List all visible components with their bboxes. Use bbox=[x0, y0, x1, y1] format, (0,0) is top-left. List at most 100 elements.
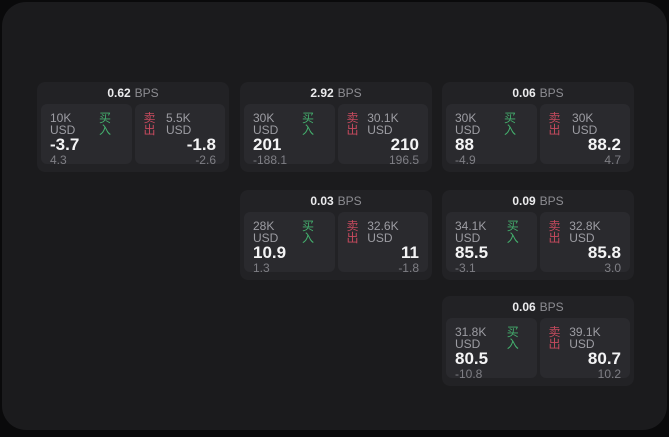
buy-quote-panel[interactable]: 31.8K USD 买入 80.5 -10.8 bbox=[446, 318, 537, 381]
buy-quote-panel[interactable]: 10K USD 买入 -3.7 4.3 bbox=[41, 104, 132, 167]
quote-card-1: 0.62 BPS 10K USD 买入 -3.7 4.3 卖出 5.5K USD… bbox=[37, 82, 229, 172]
sell-side-label: 卖出 bbox=[548, 325, 561, 351]
spread-value: 0.62 bbox=[107, 86, 131, 100]
buy-quote-top-row: 28K USD 买入 bbox=[253, 220, 326, 244]
quote-card-3: 0.06 BPS 30K USD 买入 88 -4.9 卖出 30K USD 8… bbox=[442, 82, 634, 172]
buy-side-label: 买入 bbox=[301, 111, 314, 137]
spread-value: 0.06 bbox=[512, 86, 536, 100]
sell-price-change: -1.8 bbox=[398, 261, 419, 275]
sell-price-change: 196.5 bbox=[388, 153, 419, 167]
spread-value: 0.09 bbox=[512, 194, 536, 208]
buy-quote-top-row: 30K USD 买入 bbox=[455, 112, 528, 136]
quote-body: 30K USD 买入 88 -4.9 卖出 30K USD 88.2 4.7 bbox=[442, 104, 634, 168]
sell-amount: 32.6K USD bbox=[367, 219, 399, 245]
sell-quote-top-row: 卖出 32.6K USD bbox=[347, 220, 420, 244]
sell-amount: 30K USD bbox=[572, 111, 598, 137]
sell-price: 88.2 bbox=[587, 135, 621, 154]
buy-amount: 34.1K USD bbox=[455, 219, 487, 245]
bps-unit-label: BPS bbox=[337, 86, 362, 100]
buy-side-label: 买入 bbox=[503, 111, 516, 137]
sell-quote-panel[interactable]: 卖出 32.8K USD 85.8 3.0 bbox=[539, 212, 630, 275]
buy-price: 201 bbox=[253, 135, 282, 154]
sell-price-change: 4.7 bbox=[604, 153, 621, 167]
spread-value: 0.03 bbox=[310, 194, 334, 208]
sell-amount: 5.5K USD bbox=[166, 111, 192, 137]
buy-price-change: 4.3 bbox=[50, 153, 67, 167]
buy-quote-top-row: 31.8K USD 买入 bbox=[455, 326, 528, 350]
buy-price: 10.9 bbox=[253, 243, 287, 262]
bps-unit-label: BPS bbox=[539, 86, 564, 100]
quote-body: 28K USD 买入 10.9 1.3 卖出 32.6K USD 11 -1.8 bbox=[240, 212, 432, 276]
quote-body: 34.1K USD 买入 85.5 -3.1 卖出 32.8K USD 85.8… bbox=[442, 212, 634, 276]
buy-amount: 30K USD bbox=[253, 111, 279, 137]
sell-side-label: 卖出 bbox=[548, 219, 561, 245]
spread-header: 2.92 BPS bbox=[240, 82, 432, 104]
buy-price: -3.7 bbox=[50, 135, 80, 154]
bps-unit-label: BPS bbox=[134, 86, 159, 100]
buy-price: 80.5 bbox=[455, 349, 489, 368]
sell-quote-panel[interactable]: 卖出 30K USD 88.2 4.7 bbox=[539, 104, 630, 167]
buy-amount: 31.8K USD bbox=[455, 325, 487, 351]
quote-body: 10K USD 买入 -3.7 4.3 卖出 5.5K USD -1.8 -2.… bbox=[37, 104, 229, 168]
spread-header: 0.06 BPS bbox=[442, 296, 634, 318]
sell-price: 80.7 bbox=[587, 349, 621, 368]
buy-price: 85.5 bbox=[455, 243, 489, 262]
sell-quote-panel[interactable]: 卖出 30.1K USD 210 196.5 bbox=[337, 104, 428, 167]
buy-side-label: 买入 bbox=[506, 219, 519, 245]
buy-quote-panel[interactable]: 28K USD 买入 10.9 1.3 bbox=[244, 212, 335, 275]
quote-body: 30K USD 买入 201 -188.1 卖出 30.1K USD 210 1… bbox=[240, 104, 432, 168]
sell-side-label: 卖出 bbox=[346, 111, 359, 137]
buy-price-change: -4.9 bbox=[455, 153, 476, 167]
buy-quote-top-row: 30K USD 买入 bbox=[253, 112, 326, 136]
buy-price-change: 1.3 bbox=[253, 261, 270, 275]
sell-price: -1.8 bbox=[186, 135, 216, 154]
sell-quote-top-row: 卖出 30.1K USD bbox=[347, 112, 420, 136]
spread-header: 0.62 BPS bbox=[37, 82, 229, 104]
sell-quote-panel[interactable]: 卖出 39.1K USD 80.7 10.2 bbox=[539, 318, 630, 381]
bps-unit-label: BPS bbox=[539, 194, 564, 208]
sell-quote-top-row: 卖出 32.8K USD bbox=[549, 220, 622, 244]
sell-price-change: 10.2 bbox=[597, 367, 621, 381]
quote-card-5: 0.09 BPS 34.1K USD 买入 85.5 -3.1 卖出 32.8K… bbox=[442, 190, 634, 280]
bps-unit-label: BPS bbox=[337, 194, 362, 208]
sell-price-change: 3.0 bbox=[604, 261, 621, 275]
quote-body: 31.8K USD 买入 80.5 -10.8 卖出 39.1K USD 80.… bbox=[442, 318, 634, 382]
buy-amount: 10K USD bbox=[50, 111, 76, 137]
sell-quote-top-row: 卖出 30K USD bbox=[549, 112, 622, 136]
buy-price-change: -3.1 bbox=[455, 261, 476, 275]
buy-quote-top-row: 34.1K USD 买入 bbox=[455, 220, 528, 244]
sell-quote-panel[interactable]: 卖出 32.6K USD 11 -1.8 bbox=[337, 212, 428, 275]
buy-price-change: -10.8 bbox=[455, 367, 483, 381]
buy-price-change: -188.1 bbox=[253, 153, 288, 167]
bps-unit-label: BPS bbox=[539, 300, 564, 314]
quote-card-6: 0.06 BPS 31.8K USD 买入 80.5 -10.8 卖出 39.1… bbox=[442, 296, 634, 386]
buy-quote-panel[interactable]: 34.1K USD 买入 85.5 -3.1 bbox=[446, 212, 537, 275]
sell-side-label: 卖出 bbox=[548, 111, 561, 137]
spread-header: 0.09 BPS bbox=[442, 190, 634, 212]
sell-quote-top-row: 卖出 39.1K USD bbox=[549, 326, 622, 350]
buy-quote-top-row: 10K USD 买入 bbox=[50, 112, 123, 136]
sell-quote-top-row: 卖出 5.5K USD bbox=[144, 112, 217, 136]
buy-price: 88 bbox=[455, 135, 474, 154]
sell-side-label: 卖出 bbox=[143, 111, 156, 137]
buy-side-label: 买入 bbox=[506, 325, 519, 351]
quote-card-4: 0.03 BPS 28K USD 买入 10.9 1.3 卖出 32.6K US… bbox=[240, 190, 432, 280]
buy-side-label: 买入 bbox=[301, 219, 314, 245]
buy-side-label: 买入 bbox=[98, 111, 111, 137]
buy-quote-panel[interactable]: 30K USD 买入 88 -4.9 bbox=[446, 104, 537, 167]
buy-quote-panel[interactable]: 30K USD 买入 201 -188.1 bbox=[244, 104, 335, 167]
sell-amount: 30.1K USD bbox=[367, 111, 399, 137]
spread-header: 0.06 BPS bbox=[442, 82, 634, 104]
sell-price: 11 bbox=[401, 243, 419, 262]
spread-header: 0.03 BPS bbox=[240, 190, 432, 212]
spread-value: 2.92 bbox=[310, 86, 334, 100]
sell-price-change: -2.6 bbox=[195, 153, 216, 167]
sell-price: 210 bbox=[390, 135, 419, 154]
sell-quote-panel[interactable]: 卖出 5.5K USD -1.8 -2.6 bbox=[134, 104, 225, 167]
spread-value: 0.06 bbox=[512, 300, 536, 314]
sell-amount: 32.8K USD bbox=[569, 219, 601, 245]
sell-side-label: 卖出 bbox=[346, 219, 359, 245]
quote-card-2: 2.92 BPS 30K USD 买入 201 -188.1 卖出 30.1K … bbox=[240, 82, 432, 172]
buy-amount: 28K USD bbox=[253, 219, 279, 245]
buy-amount: 30K USD bbox=[455, 111, 481, 137]
